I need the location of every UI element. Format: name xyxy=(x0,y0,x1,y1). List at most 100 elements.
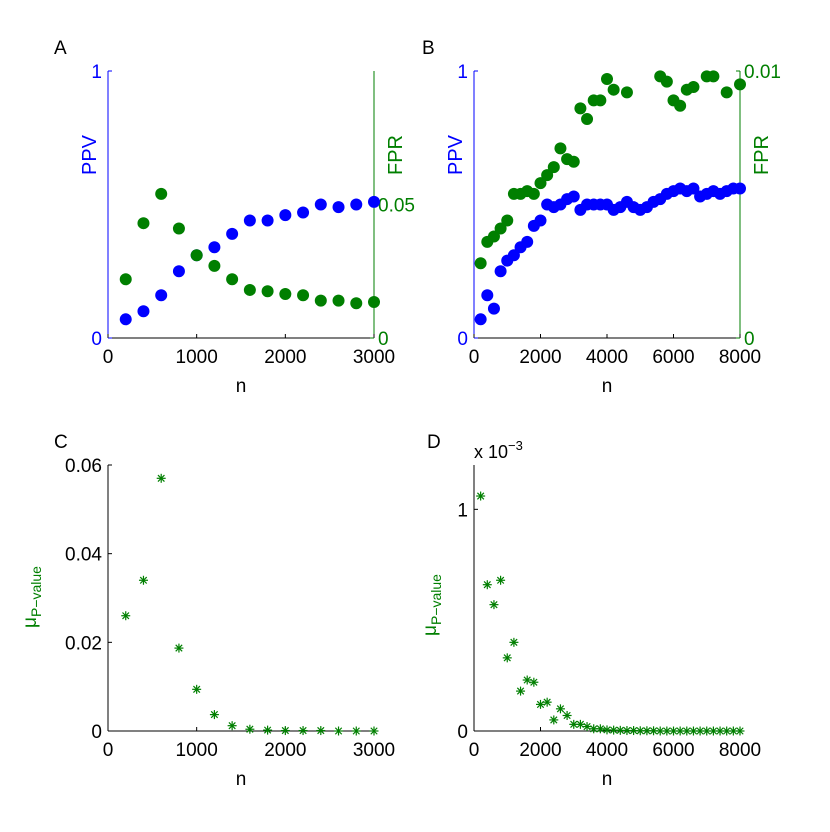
data-point xyxy=(138,575,148,585)
data-point xyxy=(554,142,567,155)
data-point xyxy=(487,230,500,243)
data-point xyxy=(474,313,487,326)
data-point xyxy=(674,99,687,112)
panel-c-xlabel: n xyxy=(236,769,247,790)
panel-d-ylabel-sub: P−value xyxy=(428,574,444,625)
data-point xyxy=(208,241,221,254)
x-tick-label: 1000 xyxy=(176,740,218,761)
y-tick-label-left: 1 xyxy=(91,62,102,83)
panel-d-ylabel-mu: μ xyxy=(420,625,441,636)
data-point xyxy=(351,726,361,736)
data-point xyxy=(226,227,239,240)
x-tick-label: 2000 xyxy=(264,740,306,761)
data-point xyxy=(209,710,219,720)
data-point xyxy=(522,675,532,685)
panel-c: C 0 1000 2000 3000 0 0.02 0.04 0.06 n μP−value xyxy=(20,432,395,790)
data-point xyxy=(137,217,150,230)
data-point xyxy=(642,726,652,736)
data-point xyxy=(192,684,202,694)
data-point xyxy=(602,725,612,735)
x-tick-label: 2000 xyxy=(519,347,561,368)
data-point xyxy=(521,235,534,248)
panel-c-ylabel-mu: μ xyxy=(20,617,41,628)
panel-a-ylabel-right: FPR xyxy=(385,135,407,175)
data-point xyxy=(332,201,345,214)
panel-c-label: C xyxy=(54,432,68,453)
panel-d-plot: 0 2000 4000 6000 8000 0 1 xyxy=(457,465,761,761)
data-point xyxy=(155,289,168,302)
data-point xyxy=(536,699,545,709)
data-point xyxy=(594,94,607,107)
data-point xyxy=(541,169,554,182)
x-tick-label: 8000 xyxy=(719,347,761,368)
data-point xyxy=(688,726,698,736)
x-tick-label: 0 xyxy=(469,347,480,368)
data-point xyxy=(496,575,506,585)
panel-b-ylabel-left: PPV xyxy=(445,134,467,175)
x-tick-label: 0 xyxy=(469,740,480,761)
data-point xyxy=(567,190,580,203)
y-tick-label-right: 0 xyxy=(744,329,755,350)
data-point xyxy=(529,677,539,687)
data-point xyxy=(316,726,326,736)
data-point xyxy=(562,710,572,720)
y-tick-label-left: 0 xyxy=(457,722,468,743)
y-tick-label-left: 0.04 xyxy=(65,545,102,566)
panel-a-ylabel-left: PPV xyxy=(79,134,101,175)
data-point xyxy=(263,725,273,735)
data-point xyxy=(350,198,363,211)
data-point xyxy=(620,86,633,99)
data-point xyxy=(734,182,746,195)
panel-b-xlabel: n xyxy=(602,376,613,397)
data-point xyxy=(172,265,185,278)
x-tick-label: 2000 xyxy=(264,347,306,368)
x-tick-label: 0 xyxy=(103,740,114,761)
data-point xyxy=(682,726,692,736)
panel-a-xlabel: n xyxy=(236,376,247,397)
data-point xyxy=(489,600,499,610)
data-point xyxy=(582,722,592,732)
panel-d-ylabel: μP−value xyxy=(420,574,444,636)
data-point xyxy=(494,265,507,278)
data-point xyxy=(542,697,552,707)
data-point xyxy=(368,195,380,208)
data-point xyxy=(314,198,327,211)
data-point xyxy=(481,289,494,302)
data-point xyxy=(527,187,540,200)
data-point xyxy=(487,302,500,315)
data-point xyxy=(687,81,700,94)
data-point xyxy=(660,75,673,88)
data-point xyxy=(695,726,705,736)
panel-d-label: D xyxy=(427,432,441,453)
data-point xyxy=(555,704,565,714)
x-tick-label: 6000 xyxy=(652,347,694,368)
panel-d: D x 10−3 0 2000 4000 6000 8000 0 1 n μP−value xyxy=(420,432,761,790)
data-point xyxy=(119,273,132,286)
data-point xyxy=(476,491,486,501)
data-point xyxy=(502,653,512,663)
x-tick-label: 2000 xyxy=(519,740,561,761)
data-point xyxy=(734,78,746,91)
data-point xyxy=(350,297,363,310)
panel-a-label: A xyxy=(54,38,67,59)
data-point xyxy=(245,724,255,734)
data-point xyxy=(581,113,594,126)
panel-c-ylabel: μP−value xyxy=(20,566,44,628)
y-tick-label-left: 0 xyxy=(91,329,102,350)
data-point xyxy=(279,209,292,222)
x-tick-label: 3000 xyxy=(353,347,395,368)
data-point xyxy=(297,206,310,219)
data-point xyxy=(720,86,733,99)
panel-d-exponent-base: x 10 xyxy=(474,442,508,462)
data-point xyxy=(534,177,547,190)
data-point xyxy=(227,721,237,731)
panel-b-ylabel-right: FPR xyxy=(751,135,773,175)
x-tick-label: 0 xyxy=(103,347,114,368)
y-tick-label-right: 0 xyxy=(378,329,389,350)
y-tick-label-right: 0.05 xyxy=(378,196,415,217)
y-tick-label-left: 1 xyxy=(457,500,468,521)
